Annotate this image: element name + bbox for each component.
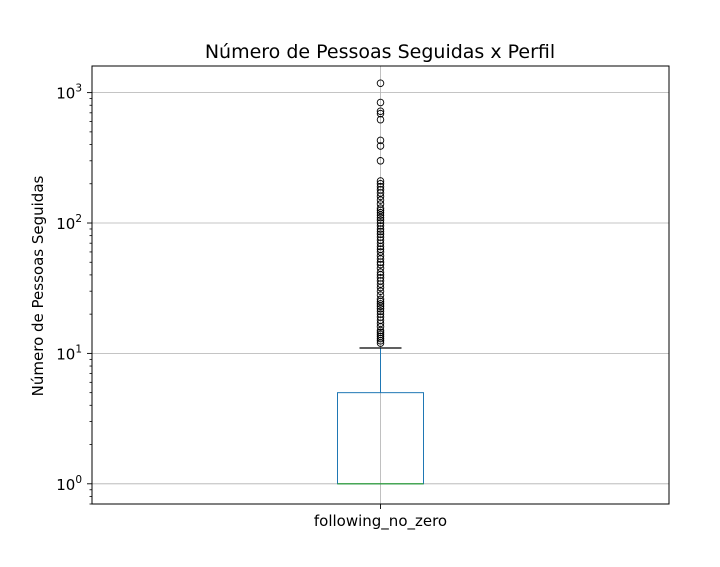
outlier-point: [376, 239, 385, 247]
outlier-point: [376, 287, 385, 295]
outlier-point: [376, 79, 385, 87]
outlier-point: [376, 326, 385, 335]
outlier-point: [376, 200, 385, 208]
outlier-point: [376, 330, 385, 339]
outlier-point: [376, 295, 385, 304]
y-axis-label: Número de Pessoas Seguidas: [29, 175, 47, 396]
y-tick-label: 102: [56, 213, 82, 233]
y-tick-label-exponent: 1: [75, 343, 82, 355]
outlier-point: [376, 219, 385, 227]
outlier-point: [376, 332, 385, 341]
outlier-point: [376, 185, 385, 194]
outlier-point: [376, 264, 385, 272]
outlier-point: [376, 291, 385, 299]
outlier-point: [376, 268, 385, 276]
outlier-point: [376, 248, 385, 256]
outlier-point: [376, 316, 385, 324]
outlier-point: [376, 107, 385, 115]
outlier-point: [376, 204, 385, 212]
outlier-point: [376, 109, 385, 118]
outlier-point: [376, 277, 385, 285]
x-tick-label: following_no_zero: [314, 512, 447, 531]
outlier-point: [376, 236, 385, 244]
outlier-point: [376, 222, 385, 230]
y-tick-label-base: 10: [56, 345, 75, 363]
outlier-point: [376, 213, 385, 222]
outlier-point: [376, 233, 385, 241]
outlier-point: [376, 230, 385, 238]
outlier-point: [376, 208, 385, 217]
outlier-point: [376, 180, 385, 188]
outlier-point: [376, 98, 385, 107]
outlier-point: [376, 177, 385, 185]
y-tick-label-base: 10: [56, 476, 75, 494]
outlier-point: [376, 260, 385, 269]
outlier-point: [376, 310, 385, 318]
outlier-point: [376, 225, 385, 233]
outlier-point: [376, 157, 385, 165]
y-tick-label-exponent: 0: [75, 474, 82, 486]
outlier-point: [376, 300, 385, 308]
outlier-point: [376, 115, 385, 124]
chart-title: Número de Pessoas Seguidas x Perfil: [205, 41, 555, 63]
outlier-point: [376, 182, 385, 191]
outlier-point: [376, 307, 385, 316]
y-tick-label: 103: [56, 83, 82, 103]
outlier-point: [376, 328, 385, 337]
outlier-point: [376, 227, 385, 236]
y-tick-label: 101: [56, 343, 82, 363]
outlier-point: [376, 216, 385, 224]
outlier-point: [376, 136, 385, 145]
y-tick-label: 100: [56, 474, 82, 494]
outlier-point: [376, 196, 385, 204]
outlier-point: [376, 305, 385, 313]
y-tick-label-base: 10: [56, 85, 75, 103]
outlier-point: [376, 313, 385, 321]
y-tick-label-exponent: 3: [75, 83, 82, 95]
outlier-point: [376, 245, 385, 253]
y-tick-label-exponent: 2: [75, 213, 82, 225]
outlier-point: [376, 142, 385, 150]
y-tick-label-base: 10: [56, 215, 75, 233]
outlier-point: [376, 274, 385, 282]
